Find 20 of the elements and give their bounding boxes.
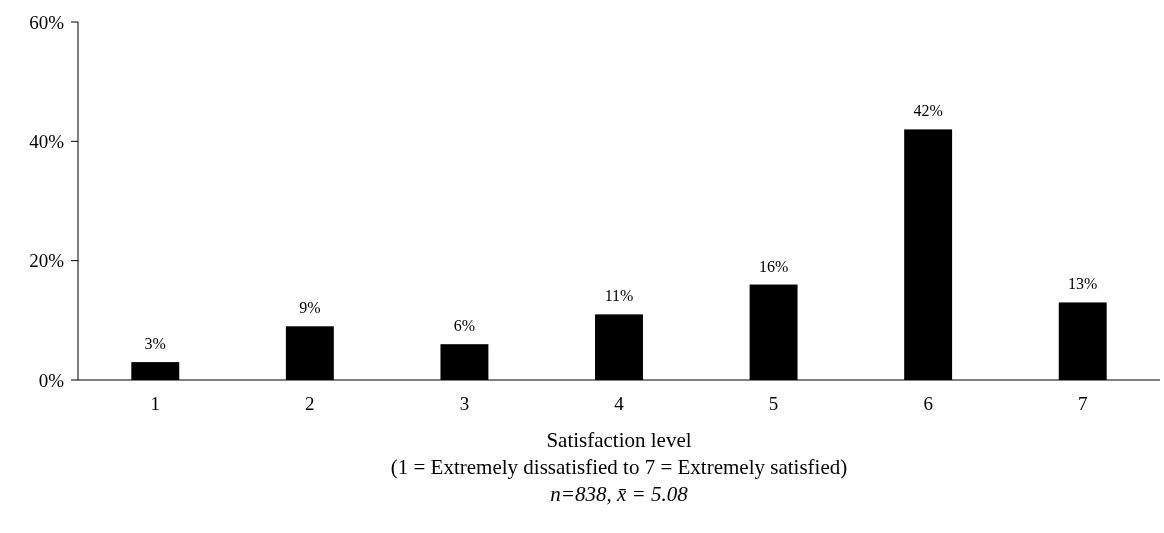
x-axis-title: Satisfaction level (1 = Extremely dissatisfied to 7 = Extremely satisfied)	[390, 428, 848, 479]
x-tick-label: 3	[459, 393, 470, 414]
y-tick-label: 40%	[29, 130, 65, 152]
y-tick-label: 20%	[29, 250, 65, 272]
data-label: 9%	[299, 299, 321, 317]
x-tick-label: 7	[1077, 393, 1088, 414]
data-label: 11%	[604, 287, 634, 305]
data-label: 3%	[144, 335, 166, 353]
data-label: 42%	[913, 102, 943, 120]
x-tick-label: 4	[614, 393, 625, 414]
y-tick-label: 0%	[38, 369, 65, 391]
data-label: 6%	[453, 317, 476, 335]
x-tick-label: 2	[305, 393, 315, 414]
x-tick-label: 6	[923, 393, 933, 414]
text: n=838, x̄ = 5.08	[550, 482, 689, 506]
x-tick-label: 1	[150, 393, 161, 414]
data-label: 16%	[758, 257, 789, 275]
y-tick-label: 60%	[29, 11, 65, 33]
x-tick-label: 5	[768, 393, 779, 414]
data-label: 13%	[1068, 275, 1098, 293]
